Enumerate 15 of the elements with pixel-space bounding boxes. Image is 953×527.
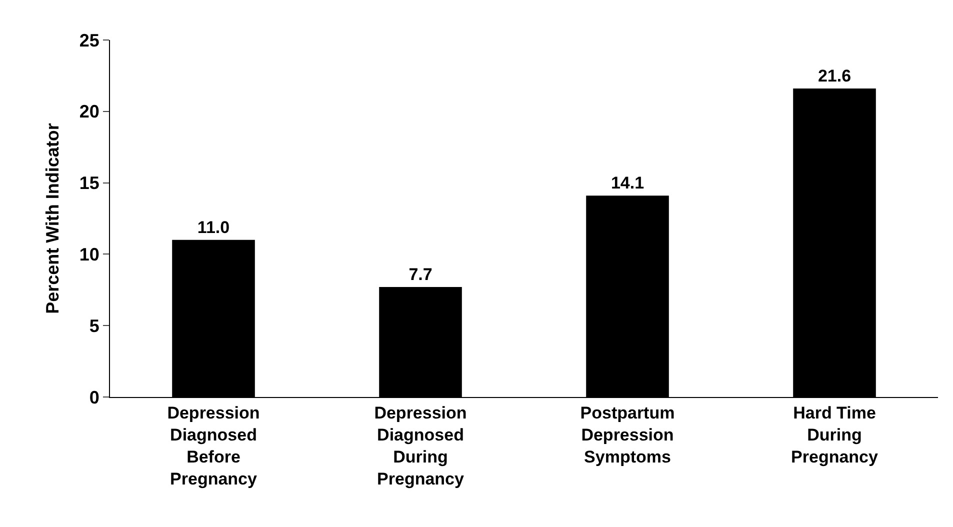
x-tick-label: Depression Diagnosed During Pregnancy — [374, 403, 467, 489]
y-tick-label: 25 — [79, 30, 100, 50]
data-label: 21.6 — [818, 66, 852, 86]
y-tick-label: 0 — [89, 387, 100, 408]
data-label: 14.1 — [610, 174, 644, 193]
y-tick-label: 20 — [79, 102, 100, 122]
x-tick-label: Hard Time During Pregnancy — [791, 403, 878, 467]
x-tick-label: Postpartum Depression Symptoms — [580, 403, 675, 467]
data-label: 11.0 — [197, 218, 230, 237]
y-tick-label: 10 — [79, 244, 100, 264]
x-tick-label: Depression Diagnosed Before Pregnancy — [167, 403, 260, 489]
y-axis-title: Percent With Indicator — [42, 123, 63, 314]
y-tick-label: 15 — [79, 173, 100, 194]
data-label: 7.7 — [408, 265, 432, 284]
y-tick-label: 5 — [89, 316, 100, 336]
